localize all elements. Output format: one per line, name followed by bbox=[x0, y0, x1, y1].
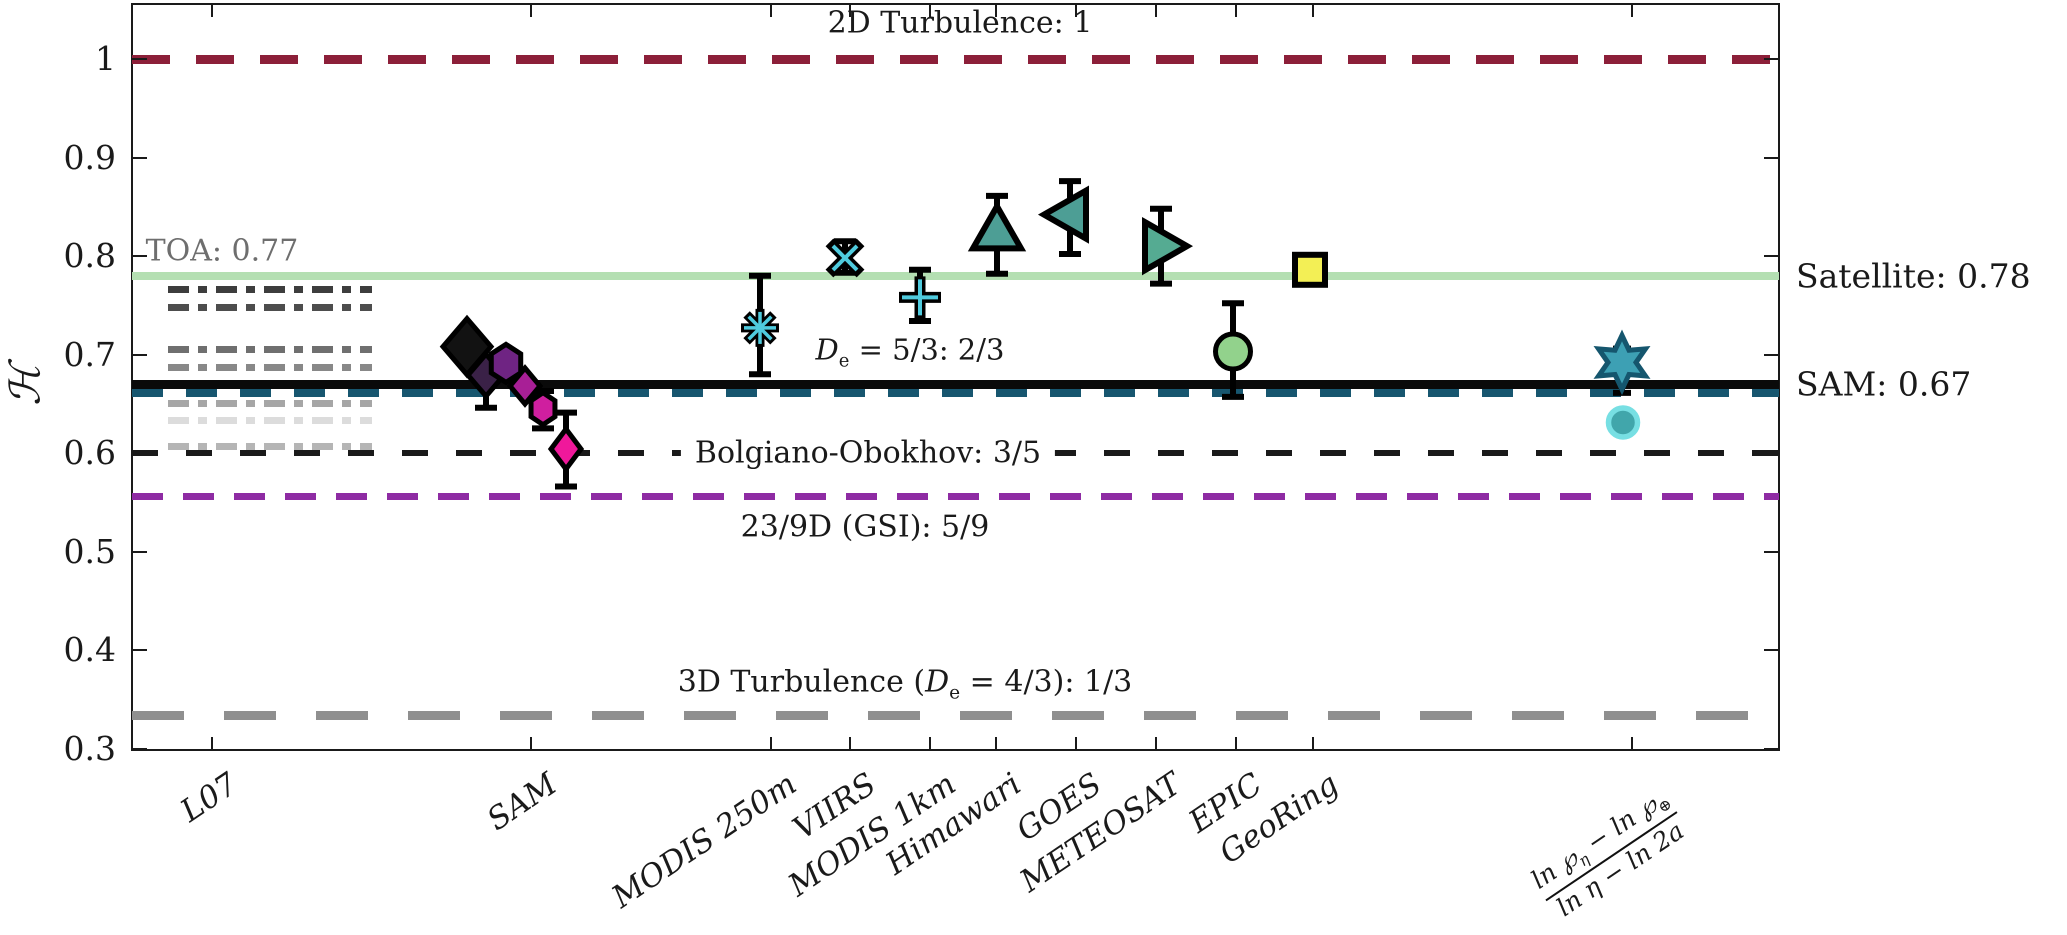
ytick-right-2 bbox=[1764, 255, 1779, 257]
marker-sam-5 bbox=[528, 389, 558, 428]
ytick-right-5 bbox=[1764, 550, 1779, 553]
plot-area bbox=[131, 3, 1780, 751]
refline-sam-mean bbox=[132, 379, 1779, 389]
refline-2d-turbulence bbox=[132, 54, 1779, 64]
label-toa: TOA: 0.77 bbox=[145, 233, 299, 269]
ytick-left-7 bbox=[132, 747, 147, 750]
xtick-bottom-4 bbox=[929, 737, 931, 750]
label-2d-turbulence: 2D Turbulence: 1 bbox=[827, 5, 1093, 41]
toa-row-0 bbox=[168, 285, 372, 293]
xtick-top-3 bbox=[849, 4, 851, 17]
xtick-bottom-3 bbox=[849, 737, 851, 750]
xtick-bottom-9 bbox=[1312, 737, 1314, 750]
marker-himawari bbox=[967, 200, 1027, 252]
marker-sam-6 bbox=[547, 424, 585, 474]
ytick-label-5: 0.5 bbox=[63, 531, 116, 571]
ytick-right-3 bbox=[1764, 353, 1779, 356]
marker-sam-3 bbox=[488, 341, 524, 386]
marker-sam-4 bbox=[506, 364, 544, 408]
label-satellite-mean: Satellite: 0.78 bbox=[1796, 256, 2031, 296]
refline-satellite bbox=[132, 271, 1779, 280]
marker-formula-star bbox=[1593, 329, 1651, 396]
marker-goes bbox=[1037, 185, 1089, 244]
marker-meteosat bbox=[1142, 216, 1194, 276]
ytick-right-0 bbox=[1764, 58, 1779, 60]
xtick-bottom-0 bbox=[211, 737, 213, 750]
refline-3d-turbulence bbox=[132, 711, 1779, 721]
xtick-bottom-2 bbox=[770, 737, 772, 750]
ytick-label-7: 0.3 bbox=[63, 728, 116, 768]
ytick-left-0 bbox=[132, 58, 147, 60]
label-sam-mean: SAM: 0.67 bbox=[1796, 364, 1972, 404]
ytick-right-1 bbox=[1764, 156, 1779, 159]
ytick-label-6: 0.4 bbox=[63, 630, 116, 669]
xtick-top-6 bbox=[1075, 4, 1077, 17]
marker-modis-250m-glyph bbox=[747, 315, 773, 341]
ytick-left-2 bbox=[132, 255, 147, 257]
marker-epic bbox=[1213, 331, 1253, 372]
xtick-top-1 bbox=[530, 4, 532, 17]
toa-row-5 bbox=[168, 416, 372, 424]
xtick-top-5 bbox=[995, 4, 997, 17]
marker-sam-1 bbox=[439, 314, 495, 379]
ytick-right-7 bbox=[1764, 747, 1779, 750]
ytick-right-4 bbox=[1764, 452, 1779, 454]
ytick-label-1: 0.9 bbox=[63, 137, 116, 177]
label-3d-turbulence: 3D Turbulence (De = 4/3): 1/3 bbox=[677, 664, 1133, 704]
ytick-left-3 bbox=[132, 353, 147, 356]
ytick-left-6 bbox=[132, 649, 147, 651]
marker-georing bbox=[1292, 251, 1328, 288]
label-de-5-3: De = 5/3: 2/3 bbox=[815, 332, 1005, 372]
marker-viirs-glyph bbox=[831, 244, 859, 272]
xtick-bottom-1 bbox=[530, 737, 532, 750]
refline-de-5-3 bbox=[132, 388, 1779, 397]
toa-row-6 bbox=[168, 442, 372, 450]
xtick-bottom-6 bbox=[1075, 737, 1077, 750]
xtick-top-9 bbox=[1312, 4, 1314, 17]
xtick-bottom-10 bbox=[1631, 737, 1633, 750]
ytick-right-6 bbox=[1764, 649, 1779, 651]
label-bolgiano: Bolgiano-Obokhov: 3/5 bbox=[680, 433, 1056, 473]
marker-formula-circle bbox=[1605, 405, 1641, 440]
xtick-bottom-7 bbox=[1155, 737, 1157, 750]
toa-row-1 bbox=[168, 303, 372, 311]
xtick-top-10 bbox=[1631, 4, 1633, 17]
xtick-top-0 bbox=[211, 4, 213, 17]
toa-row-4 bbox=[168, 400, 372, 408]
refline-gsi bbox=[132, 493, 1779, 501]
xtick-bottom-8 bbox=[1235, 737, 1237, 750]
xtick-top-4 bbox=[929, 4, 931, 17]
xtick-top-2 bbox=[770, 4, 772, 17]
toa-row-2 bbox=[168, 346, 372, 354]
ytick-left-1 bbox=[132, 156, 147, 159]
xtick-top-7 bbox=[1155, 4, 1157, 17]
ytick-label-2: 0.8 bbox=[63, 236, 116, 275]
ytick-label-0: 1 bbox=[95, 39, 116, 78]
ytick-label-3: 0.7 bbox=[63, 334, 116, 374]
ytick-left-4 bbox=[132, 452, 147, 454]
ytick-label-4: 0.6 bbox=[63, 433, 116, 472]
xtick-top-8 bbox=[1235, 4, 1237, 17]
ytick-left-5 bbox=[132, 550, 147, 553]
xtick-bottom-5 bbox=[995, 737, 997, 750]
label-gsi: 23/9D (GSI): 5/9 bbox=[740, 509, 990, 545]
toa-row-3 bbox=[168, 363, 372, 371]
